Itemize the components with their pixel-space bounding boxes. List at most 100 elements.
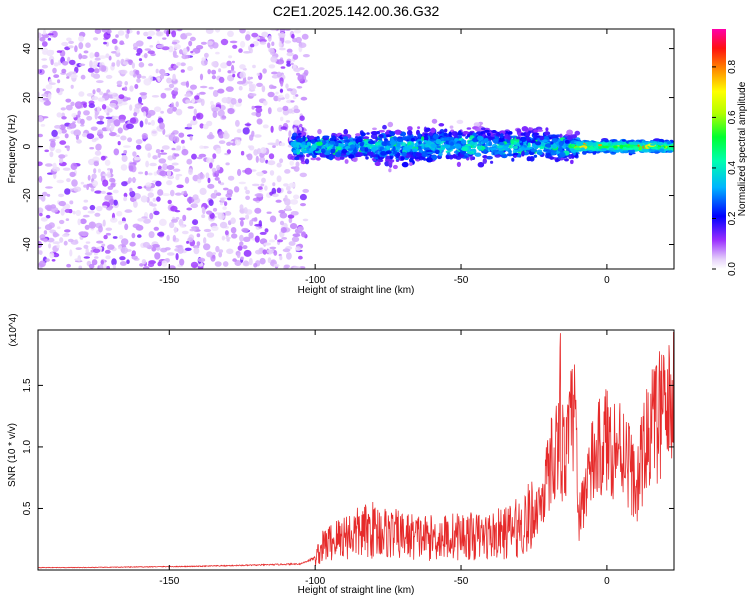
spectrogram-cell xyxy=(466,127,472,130)
spectrogram-cell xyxy=(587,143,592,146)
spectrogram-cell xyxy=(253,263,258,268)
spectrogram-cell xyxy=(75,247,82,251)
spectrogram-cell xyxy=(96,205,103,212)
spectrogram-cell xyxy=(190,84,197,90)
spectrogram-cell xyxy=(230,227,237,234)
spectrogram-cell xyxy=(121,220,126,224)
spectrogram-cell xyxy=(81,55,88,59)
spectrogram-cell xyxy=(133,112,138,117)
spectrogram-cell xyxy=(118,245,122,250)
spectrogram-cell xyxy=(217,88,225,94)
spectrogram-cell xyxy=(461,146,468,151)
spectrogram-cell xyxy=(140,195,148,203)
spectrogram-cell xyxy=(249,219,254,227)
spectrogram-cell xyxy=(131,255,138,260)
spectrogram-cell xyxy=(488,136,496,140)
spectrogram-cell xyxy=(106,112,110,116)
spectrogram-cell xyxy=(173,54,179,59)
spectrogram-cell xyxy=(362,136,370,140)
spectrogram-cell xyxy=(63,240,68,246)
spectrogram-cell xyxy=(217,109,225,117)
spectrogram-cell xyxy=(476,131,483,136)
spectrogram-cell xyxy=(110,217,118,223)
spectrogram-cell xyxy=(482,155,488,159)
spectrogram-cell xyxy=(76,139,82,144)
spectrogram-cell xyxy=(179,49,183,55)
spectrogram-cell xyxy=(265,159,269,164)
spectrogram-cell xyxy=(290,223,298,230)
spectrogram-cell xyxy=(91,259,98,266)
spectrogram-cell xyxy=(185,32,193,36)
spectrogram-cell xyxy=(226,248,234,255)
spectrogram-cell xyxy=(380,151,387,156)
spectrogram-cell xyxy=(53,62,59,67)
spectrogram-cell xyxy=(45,214,51,219)
spectrogram-cell xyxy=(667,149,673,153)
spectrogram-cell xyxy=(231,60,235,64)
spectrogram-cell xyxy=(184,176,190,184)
spectrogram-cell xyxy=(280,126,287,130)
spectrogram-cell xyxy=(273,250,278,256)
spectrogram-cell xyxy=(59,140,67,145)
spectrogram-cell xyxy=(150,119,155,126)
spectrogram-cell xyxy=(198,153,207,158)
spectrogram-cell xyxy=(92,180,98,187)
spectrogram-cell xyxy=(117,30,125,36)
spectrogram-cell xyxy=(271,41,275,47)
spectrogram-cell xyxy=(302,54,310,58)
spectrogram-cell xyxy=(243,207,248,214)
spectrogram-cell xyxy=(102,173,108,177)
spectrogram-cell xyxy=(68,71,75,75)
spectrogram-cell xyxy=(100,155,106,161)
spectrogram-cell xyxy=(89,60,93,68)
snr-xtick-label: -100 xyxy=(305,576,325,587)
spectrogram-cell xyxy=(431,118,438,124)
spectrogram-cell xyxy=(237,168,242,177)
spectrogram-cell xyxy=(90,126,98,131)
spectrogram-cell xyxy=(256,72,260,76)
spectrogram-cell xyxy=(87,174,91,181)
spectrogram-cell xyxy=(374,142,379,146)
spectrogram-cell xyxy=(542,139,548,143)
spectrogram-cell xyxy=(508,149,512,154)
spectrogram-cell xyxy=(134,84,139,89)
spectrogram-cell xyxy=(133,46,138,50)
spectrogram-ytick-label: 0 xyxy=(22,143,33,149)
spectrogram-cell xyxy=(203,228,212,233)
spectrogram-cell xyxy=(112,115,119,119)
spectrogram-cell xyxy=(269,246,277,250)
spectrogram-cell xyxy=(282,105,289,111)
spectrogram-cell xyxy=(212,153,217,159)
spectrogram-cell xyxy=(78,265,83,269)
spectrogram-cell xyxy=(401,161,409,168)
spectrogram-cell xyxy=(38,115,44,123)
spectrogram-cell xyxy=(259,231,267,235)
spectrogram-cell xyxy=(167,155,174,161)
spectrogram-cell xyxy=(345,152,351,156)
spectrogram-cell xyxy=(124,81,128,86)
spectrogram-cell xyxy=(79,63,86,67)
spectrogram-cell xyxy=(246,153,253,161)
spectrogram-cell xyxy=(105,232,111,236)
spectrogram-cell xyxy=(256,148,261,155)
spectrogram-cell xyxy=(239,234,244,242)
spectrogram-cell xyxy=(186,196,195,204)
spectrogram-cell xyxy=(248,145,255,151)
snr-ylabel: SNR (10 * v/v) xyxy=(7,423,18,487)
spectrogram-ytick-label: 20 xyxy=(22,92,33,104)
spectrogram-cell xyxy=(225,162,230,166)
spectrogram-cell xyxy=(177,29,182,32)
spectrogram-cell xyxy=(226,60,232,67)
spectrogram-cell xyxy=(60,128,67,134)
spectrogram-cell xyxy=(254,207,262,214)
spectrogram-cell xyxy=(58,154,66,159)
spectrogram-cell xyxy=(118,220,123,225)
spectrogram-cell xyxy=(51,129,58,137)
spectrogram-cell xyxy=(102,179,109,187)
spectrogram-cell xyxy=(473,122,481,127)
spectrogram-cell xyxy=(668,146,672,151)
spectrogram-cell xyxy=(134,103,142,109)
spectrogram-cell xyxy=(41,93,48,97)
spectrogram-cell xyxy=(462,131,469,135)
spectrogram-cell xyxy=(147,262,155,268)
